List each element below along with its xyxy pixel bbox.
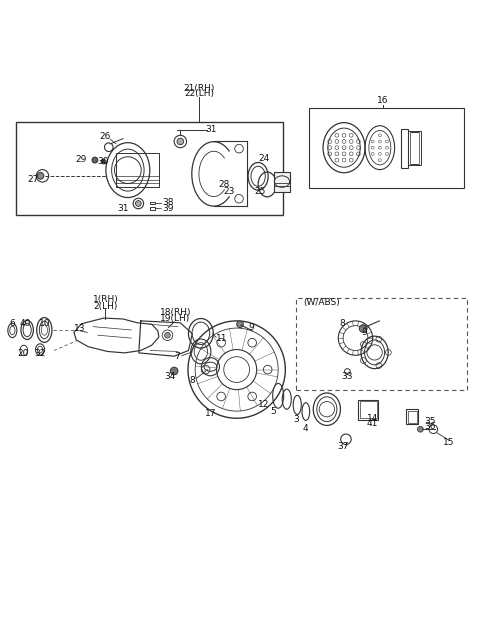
Bar <box>150 207 155 210</box>
Text: 39: 39 <box>163 204 174 213</box>
Bar <box>359 400 378 420</box>
Text: 6: 6 <box>9 319 15 328</box>
Bar <box>410 133 420 164</box>
Circle shape <box>360 325 367 333</box>
Text: 20: 20 <box>17 349 28 358</box>
Text: 17: 17 <box>204 409 216 418</box>
Circle shape <box>177 138 184 145</box>
Bar <box>360 401 377 418</box>
Bar <box>401 128 408 168</box>
Text: 16: 16 <box>377 96 389 106</box>
Text: 19(LH): 19(LH) <box>160 314 191 323</box>
Circle shape <box>135 201 141 206</box>
Bar <box>116 154 159 187</box>
Text: 8: 8 <box>190 376 195 384</box>
Text: 21(RH): 21(RH) <box>184 83 215 93</box>
Bar <box>406 409 419 424</box>
Bar <box>16 122 283 215</box>
Text: 29: 29 <box>75 155 86 164</box>
Text: 28: 28 <box>218 180 229 189</box>
Text: 36: 36 <box>424 423 436 431</box>
Text: 9: 9 <box>249 323 254 332</box>
Text: 24: 24 <box>258 154 269 163</box>
Text: 2(LH): 2(LH) <box>93 302 118 310</box>
Text: 26: 26 <box>100 132 111 141</box>
Text: 23: 23 <box>224 187 235 196</box>
Bar <box>275 172 289 192</box>
Text: 18(RH): 18(RH) <box>160 308 192 317</box>
Text: 33: 33 <box>342 372 353 381</box>
Text: 31: 31 <box>117 204 128 213</box>
Text: 31: 31 <box>205 125 217 134</box>
Text: 15: 15 <box>443 438 455 447</box>
Circle shape <box>237 321 243 328</box>
Text: 8: 8 <box>340 319 346 328</box>
Text: 35: 35 <box>424 416 436 426</box>
Text: 27: 27 <box>28 175 39 184</box>
Circle shape <box>165 333 170 338</box>
Text: 41: 41 <box>367 420 378 428</box>
Text: 9: 9 <box>361 328 367 337</box>
Text: 40: 40 <box>19 319 30 328</box>
Text: 4: 4 <box>302 424 308 433</box>
Text: 25: 25 <box>254 187 266 196</box>
Circle shape <box>170 367 178 375</box>
Text: 12: 12 <box>258 400 270 410</box>
Text: 13: 13 <box>74 323 86 333</box>
Bar <box>408 411 417 423</box>
Text: 11: 11 <box>216 334 228 342</box>
Bar <box>408 131 421 165</box>
Circle shape <box>92 157 98 163</box>
Circle shape <box>37 173 44 179</box>
Text: 14: 14 <box>367 414 378 423</box>
Bar <box>150 202 155 204</box>
Text: 30: 30 <box>98 157 109 166</box>
Bar <box>309 107 464 188</box>
Text: 7: 7 <box>174 352 180 361</box>
Text: 38: 38 <box>163 198 174 207</box>
Text: 1(RH): 1(RH) <box>93 296 118 304</box>
Circle shape <box>101 159 106 164</box>
Text: 5: 5 <box>270 407 276 416</box>
Text: 37: 37 <box>337 442 348 451</box>
Text: 3: 3 <box>293 415 299 424</box>
Text: 10: 10 <box>38 319 50 328</box>
Text: 22(LH): 22(LH) <box>184 89 215 98</box>
Text: 34: 34 <box>165 372 176 381</box>
Circle shape <box>418 426 423 432</box>
Text: (W/ABS): (W/ABS) <box>303 298 339 307</box>
Text: 32: 32 <box>35 349 46 358</box>
